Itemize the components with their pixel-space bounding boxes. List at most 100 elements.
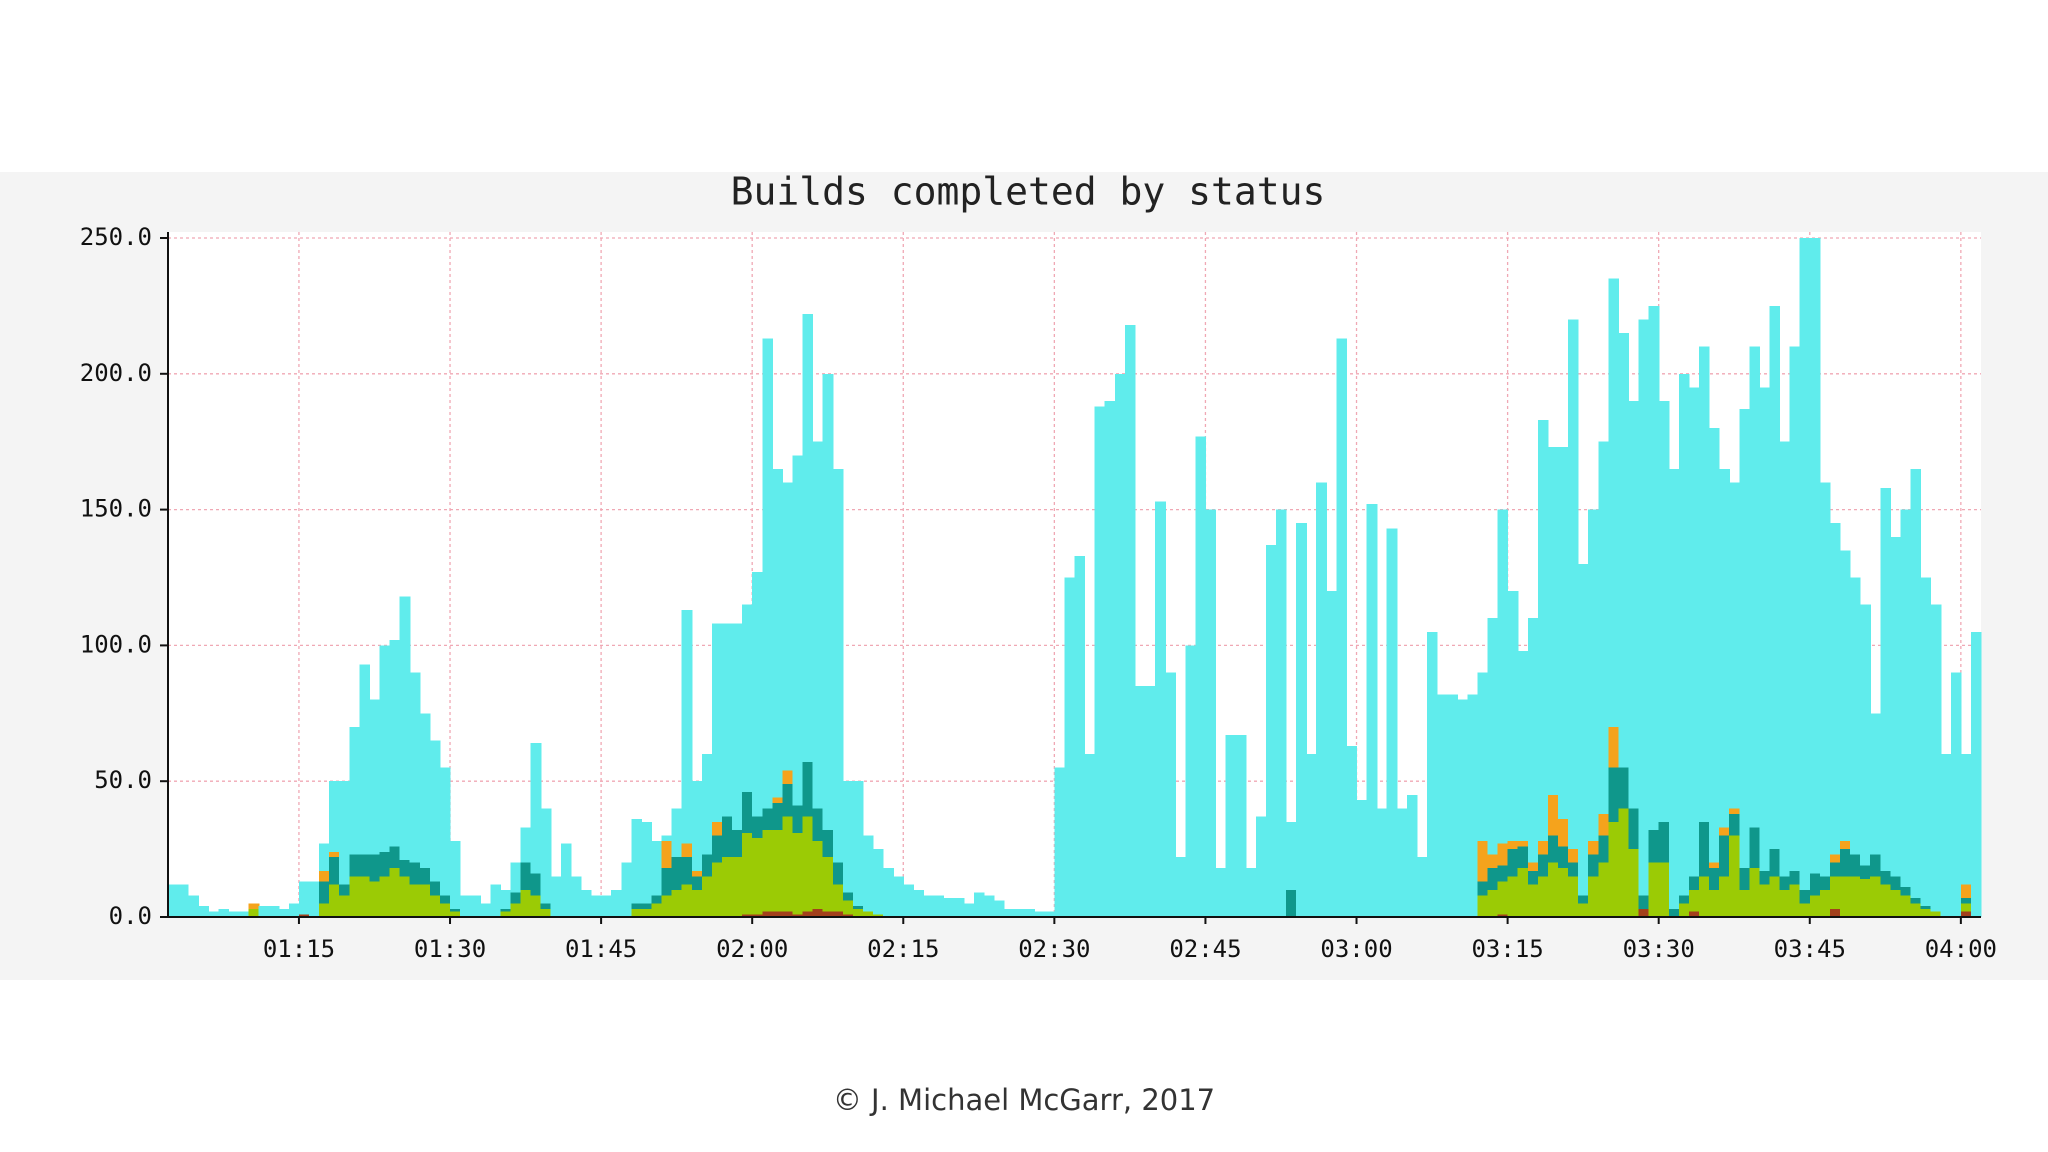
- bar-segment: [369, 699, 381, 855]
- bar-segment: [1960, 754, 1972, 885]
- credit: © J. Michael McGarr, 2017: [833, 1083, 1215, 1117]
- bar-segment: [1497, 843, 1509, 866]
- bar-segment: [268, 906, 280, 917]
- bar-segment: [1759, 870, 1771, 885]
- bar-segment: [178, 884, 189, 917]
- bar-segment: [772, 802, 784, 831]
- bar-segment: [309, 881, 320, 917]
- bar-segment: [1809, 238, 1821, 874]
- bar-segment: [1245, 868, 1257, 917]
- bar-segment: [1537, 840, 1549, 855]
- bar-segment: [601, 895, 612, 917]
- bar-segment: [1910, 903, 1922, 917]
- bar-segment: [349, 854, 360, 877]
- bar-segment: [1960, 911, 1972, 917]
- bar-segment: [812, 840, 824, 909]
- bar-segment: [1235, 735, 1247, 917]
- bar-segment: [1557, 819, 1569, 847]
- y-tick-label: 100.0: [80, 630, 152, 658]
- bar-segment: [923, 895, 935, 917]
- bar-segment: [1890, 876, 1902, 890]
- bar-segment: [1134, 686, 1146, 917]
- bar-segment: [1507, 876, 1519, 917]
- bar-segment: [832, 862, 844, 885]
- bar-segment: [1799, 889, 1811, 904]
- bar-segment: [762, 808, 773, 831]
- bar-segment: [399, 876, 411, 917]
- bar-segment: [1588, 509, 1599, 841]
- y-tick-label: 150.0: [80, 495, 152, 523]
- bar-segment: [399, 596, 411, 860]
- bar-segment: [1839, 840, 1851, 850]
- bar-segment: [1870, 876, 1881, 917]
- bar-segment: [1638, 319, 1650, 896]
- bar-segment: [651, 903, 663, 917]
- bar-segment: [1759, 387, 1771, 871]
- bar-segment: [319, 843, 330, 871]
- bar-segment: [802, 816, 814, 912]
- bar-segment: [359, 854, 371, 877]
- bar-segment: [832, 911, 844, 917]
- bar-segment: [1729, 813, 1740, 836]
- bar-segment: [319, 903, 330, 917]
- bar-segment: [1648, 305, 1660, 831]
- bar-segment: [1910, 897, 1922, 904]
- bar-segment: [1145, 686, 1156, 917]
- bar-segment: [1850, 876, 1861, 917]
- bar-segment: [701, 754, 713, 855]
- bar-segment: [1678, 895, 1690, 904]
- bar-segment: [1517, 840, 1529, 847]
- bar-segment: [1427, 631, 1438, 917]
- bar-segment: [842, 914, 854, 917]
- bar-segment: [1578, 563, 1589, 896]
- bar-segment: [1003, 908, 1015, 917]
- bar-segment: [480, 903, 491, 917]
- bar-segment: [721, 857, 733, 917]
- bar-segment: [540, 808, 552, 904]
- bar-segment: [631, 908, 642, 917]
- bar-segment: [369, 854, 381, 882]
- bar-segment: [661, 868, 673, 896]
- bar-segment: [1064, 577, 1076, 917]
- bar-segment: [1779, 889, 1791, 917]
- bar-segment: [188, 895, 199, 917]
- bar-segment: [641, 821, 653, 904]
- bar-segment: [500, 889, 512, 909]
- bar-segment: [1598, 835, 1609, 863]
- bar-segment: [168, 884, 179, 917]
- bar-segment: [1507, 591, 1519, 841]
- bar-segment: [852, 781, 864, 907]
- bar-segment: [973, 892, 985, 917]
- bar-segment: [339, 781, 350, 885]
- bar-segment: [1547, 862, 1559, 917]
- bar-segment: [248, 903, 260, 909]
- bar-segment: [1608, 821, 1619, 917]
- bar-segment: [772, 911, 784, 917]
- bar-segment: [1749, 868, 1761, 917]
- bar-segment: [409, 862, 421, 885]
- bar-segment: [1880, 487, 1891, 871]
- bar-segment: [812, 441, 824, 809]
- bar-segment: [993, 900, 1005, 917]
- bar-segment: [1255, 816, 1267, 917]
- bar-segment: [701, 854, 713, 877]
- bar-segment: [248, 908, 260, 917]
- bar-segment: [218, 908, 230, 917]
- bar-segment: [1900, 887, 1912, 896]
- bar-segment: [1527, 884, 1539, 917]
- x-tick-label: 04:00: [1925, 935, 1997, 963]
- bar-segment: [752, 816, 763, 839]
- bar-segment: [1275, 509, 1287, 917]
- bar-segment: [1588, 854, 1599, 877]
- bar-segment: [1970, 631, 1982, 917]
- bar-segment: [1739, 409, 1750, 869]
- bar-segment: [862, 911, 874, 917]
- bar-segment: [1809, 873, 1821, 896]
- bar-segment: [1729, 835, 1740, 917]
- bar-segment: [732, 857, 743, 917]
- bar-segment: [1497, 509, 1509, 844]
- bar-segment: [439, 895, 451, 904]
- bar-segment: [1487, 854, 1499, 869]
- bar-segment: [359, 876, 371, 917]
